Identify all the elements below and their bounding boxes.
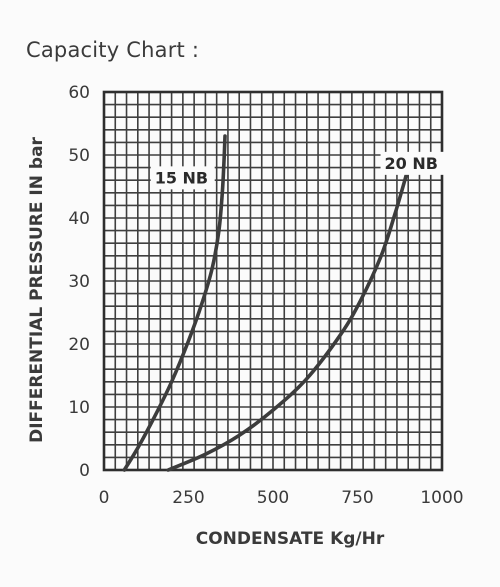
y-tick-label: 20 <box>68 335 90 355</box>
curves <box>122 134 414 472</box>
y-tick-label: 0 <box>79 461 90 481</box>
y-axis-label: DIFFERENTIAL PRESSURE IN bar <box>27 136 47 442</box>
series-label-bg <box>380 151 449 175</box>
x-tick-label: 250 <box>172 488 204 508</box>
tick-labels: 0 250 500 750 1000 0 10 20 30 40 50 60 <box>68 83 463 508</box>
series-label-bg <box>150 166 215 190</box>
series-label-2: 20 NB <box>385 154 438 173</box>
chart-heading: Capacity Chart : <box>26 38 200 62</box>
series-line-2 <box>166 153 414 472</box>
plot-border <box>102 90 444 472</box>
x-tick-label: 0 <box>99 488 110 508</box>
series-label-1: 15 NB <box>155 168 208 187</box>
y-tick-label: 40 <box>68 209 90 229</box>
x-tick-label: 1000 <box>420 488 463 508</box>
x-tick-label: 750 <box>341 488 373 508</box>
x-axis-label: CONDENSATE Kg/Hr <box>196 529 385 549</box>
y-tick-label: 30 <box>68 272 90 292</box>
y-tick-label: 60 <box>68 83 90 103</box>
series-line-1 <box>122 134 227 472</box>
plot-frame <box>102 90 444 472</box>
y-tick-label: 50 <box>68 146 90 166</box>
curve-labels: 15 NB 20 NB <box>150 151 449 190</box>
y-tick-label: 10 <box>68 398 90 418</box>
x-tick-label: 500 <box>257 488 289 508</box>
